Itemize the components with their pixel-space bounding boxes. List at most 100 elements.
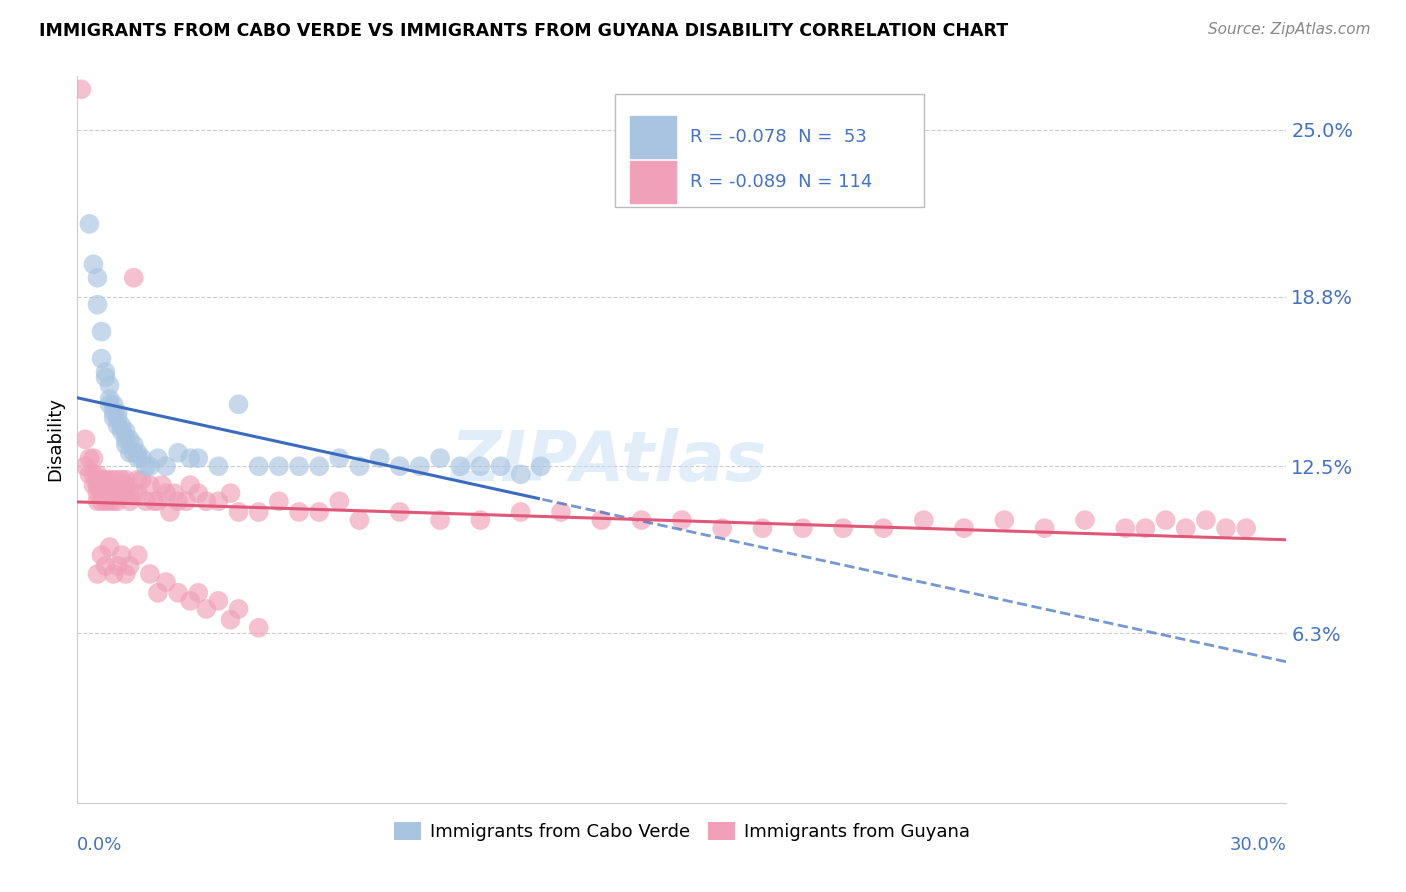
Point <box>509 505 531 519</box>
Point <box>107 478 129 492</box>
Text: R = -0.078  N =  53: R = -0.078 N = 53 <box>690 128 868 145</box>
Point <box>155 574 177 589</box>
Point <box>139 459 162 474</box>
Point <box>207 459 229 474</box>
Point <box>103 473 125 487</box>
Point <box>114 432 136 446</box>
Point <box>131 451 153 466</box>
Point <box>79 467 101 482</box>
Point <box>139 478 162 492</box>
Point <box>114 424 136 438</box>
Point <box>98 540 121 554</box>
Point <box>349 459 371 474</box>
Point <box>107 410 129 425</box>
Point <box>1154 513 1177 527</box>
Point <box>1114 521 1136 535</box>
Point <box>247 505 270 519</box>
Point <box>187 586 209 600</box>
Point <box>993 513 1015 527</box>
Point <box>86 467 108 482</box>
Point <box>127 486 149 500</box>
Point <box>127 446 149 460</box>
Point <box>1074 513 1097 527</box>
Bar <box>630 161 676 203</box>
Point <box>163 486 186 500</box>
Point <box>368 451 391 466</box>
Point <box>131 473 153 487</box>
Point <box>111 473 134 487</box>
Point <box>86 566 108 581</box>
Point <box>146 451 169 466</box>
Point <box>90 478 112 492</box>
Point <box>167 586 190 600</box>
Point <box>135 494 157 508</box>
Point <box>139 566 162 581</box>
Point <box>328 494 350 508</box>
Point <box>470 459 492 474</box>
Point <box>159 505 181 519</box>
Point <box>187 451 209 466</box>
Point <box>86 494 108 508</box>
Point <box>228 602 250 616</box>
Point <box>1135 521 1157 535</box>
Point <box>114 566 136 581</box>
Point <box>550 505 572 519</box>
Point <box>174 494 197 508</box>
FancyBboxPatch shape <box>616 94 924 207</box>
Point <box>449 459 471 474</box>
Point <box>1174 521 1197 535</box>
Point <box>792 521 814 535</box>
Point <box>86 486 108 500</box>
Point <box>111 478 134 492</box>
Point <box>228 505 250 519</box>
Point <box>288 505 311 519</box>
Point <box>75 432 97 446</box>
Point <box>118 446 141 460</box>
Point <box>142 494 165 508</box>
Point <box>219 613 242 627</box>
Point <box>90 351 112 366</box>
Point <box>111 486 134 500</box>
Point <box>509 467 531 482</box>
Point <box>122 270 145 285</box>
Point <box>179 451 201 466</box>
Point <box>146 494 169 508</box>
Point <box>308 459 330 474</box>
Point <box>98 378 121 392</box>
Point <box>114 473 136 487</box>
Point <box>103 486 125 500</box>
Point <box>90 325 112 339</box>
Point <box>86 478 108 492</box>
Point <box>98 392 121 406</box>
Point <box>288 459 311 474</box>
Point <box>70 82 93 96</box>
Point <box>127 451 149 466</box>
Point <box>118 558 141 573</box>
Point <box>247 459 270 474</box>
Text: ZIPAtlas: ZIPAtlas <box>451 427 768 495</box>
Point <box>127 473 149 487</box>
Point <box>98 397 121 411</box>
Point <box>111 418 134 433</box>
Point <box>219 486 242 500</box>
Point <box>103 405 125 419</box>
Point <box>489 459 512 474</box>
Point <box>832 521 855 535</box>
Point <box>103 566 125 581</box>
Point <box>114 438 136 452</box>
Point <box>75 459 97 474</box>
Point <box>103 494 125 508</box>
Point <box>103 478 125 492</box>
Point <box>79 451 101 466</box>
Point <box>79 217 101 231</box>
Point <box>135 459 157 474</box>
Point <box>187 486 209 500</box>
Text: IMMIGRANTS FROM CABO VERDE VS IMMIGRANTS FROM GUYANA DISABILITY CORRELATION CHAR: IMMIGRANTS FROM CABO VERDE VS IMMIGRANTS… <box>39 22 1008 40</box>
Point <box>90 473 112 487</box>
Point <box>98 494 121 508</box>
Legend: Immigrants from Cabo Verde, Immigrants from Guyana: Immigrants from Cabo Verde, Immigrants f… <box>387 814 977 848</box>
Point <box>111 548 134 562</box>
Point <box>103 397 125 411</box>
Point <box>107 486 129 500</box>
Point <box>155 459 177 474</box>
